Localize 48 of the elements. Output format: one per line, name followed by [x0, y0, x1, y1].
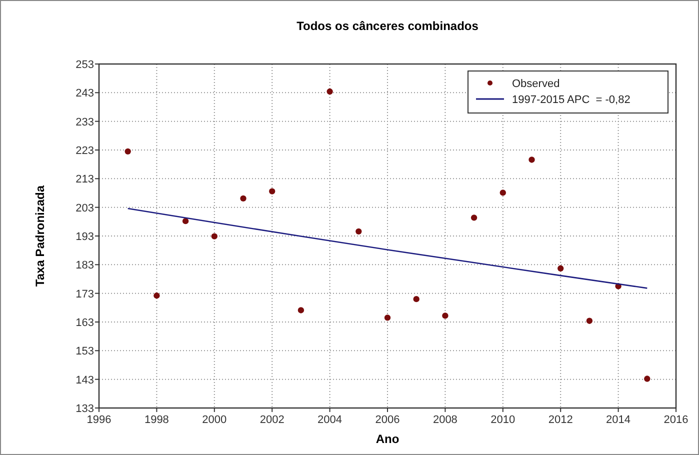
x-tick-label: 2000	[202, 414, 227, 426]
x-tick-label: 2006	[375, 414, 400, 426]
x-tick-label: 2010	[490, 414, 516, 426]
y-tick-label: 143	[76, 374, 94, 386]
x-tick-label: 2012	[548, 414, 573, 426]
point	[124, 148, 131, 155]
y-axis-title: Taxa Padronizada	[33, 185, 47, 287]
point	[470, 214, 478, 221]
x-tick-label: 1998	[144, 414, 169, 426]
y-tick-label: 223	[76, 145, 94, 157]
point	[384, 314, 391, 321]
x-tick-label: 2008	[432, 414, 458, 426]
x-tick-label: 2004	[318, 414, 342, 426]
y-tick-label: 243	[76, 88, 94, 100]
y-tick-label: 173	[76, 288, 94, 300]
point	[356, 228, 362, 234]
point	[182, 218, 189, 224]
point	[326, 88, 333, 95]
legend-label: Observed	[512, 78, 560, 90]
y-tick-label: 193	[76, 231, 94, 243]
x-tick-label: 1996	[86, 414, 112, 426]
point	[298, 307, 304, 314]
y-tick-label: 163	[76, 317, 94, 329]
point	[558, 265, 564, 272]
legend-label: 1997-2015 APC = -0,82	[512, 94, 630, 106]
x-axis-title: Ano	[376, 432, 400, 446]
y-tick-label: 133	[76, 403, 94, 415]
y-tick-label: 203	[76, 202, 94, 214]
point	[644, 376, 650, 382]
y-tick-label: 233	[76, 116, 94, 128]
point	[240, 195, 246, 202]
point	[269, 188, 276, 194]
x-tick-label: 2002	[260, 414, 284, 426]
y-tick-label: 253	[76, 59, 94, 71]
x-tick-label: 2016	[664, 414, 688, 426]
y-tick-label: 213	[76, 174, 94, 186]
x-tick-label: 2014	[606, 414, 631, 426]
point	[211, 233, 218, 240]
point	[413, 296, 420, 302]
line-series	[127, 208, 648, 289]
chart-title: Todos os cânceres combinados	[296, 19, 479, 33]
point	[586, 318, 593, 324]
point	[528, 156, 535, 163]
point	[500, 190, 506, 196]
point	[442, 312, 448, 319]
y-tick-label: 183	[76, 260, 94, 272]
point	[154, 292, 160, 299]
y-tick-label: 153	[76, 346, 94, 358]
